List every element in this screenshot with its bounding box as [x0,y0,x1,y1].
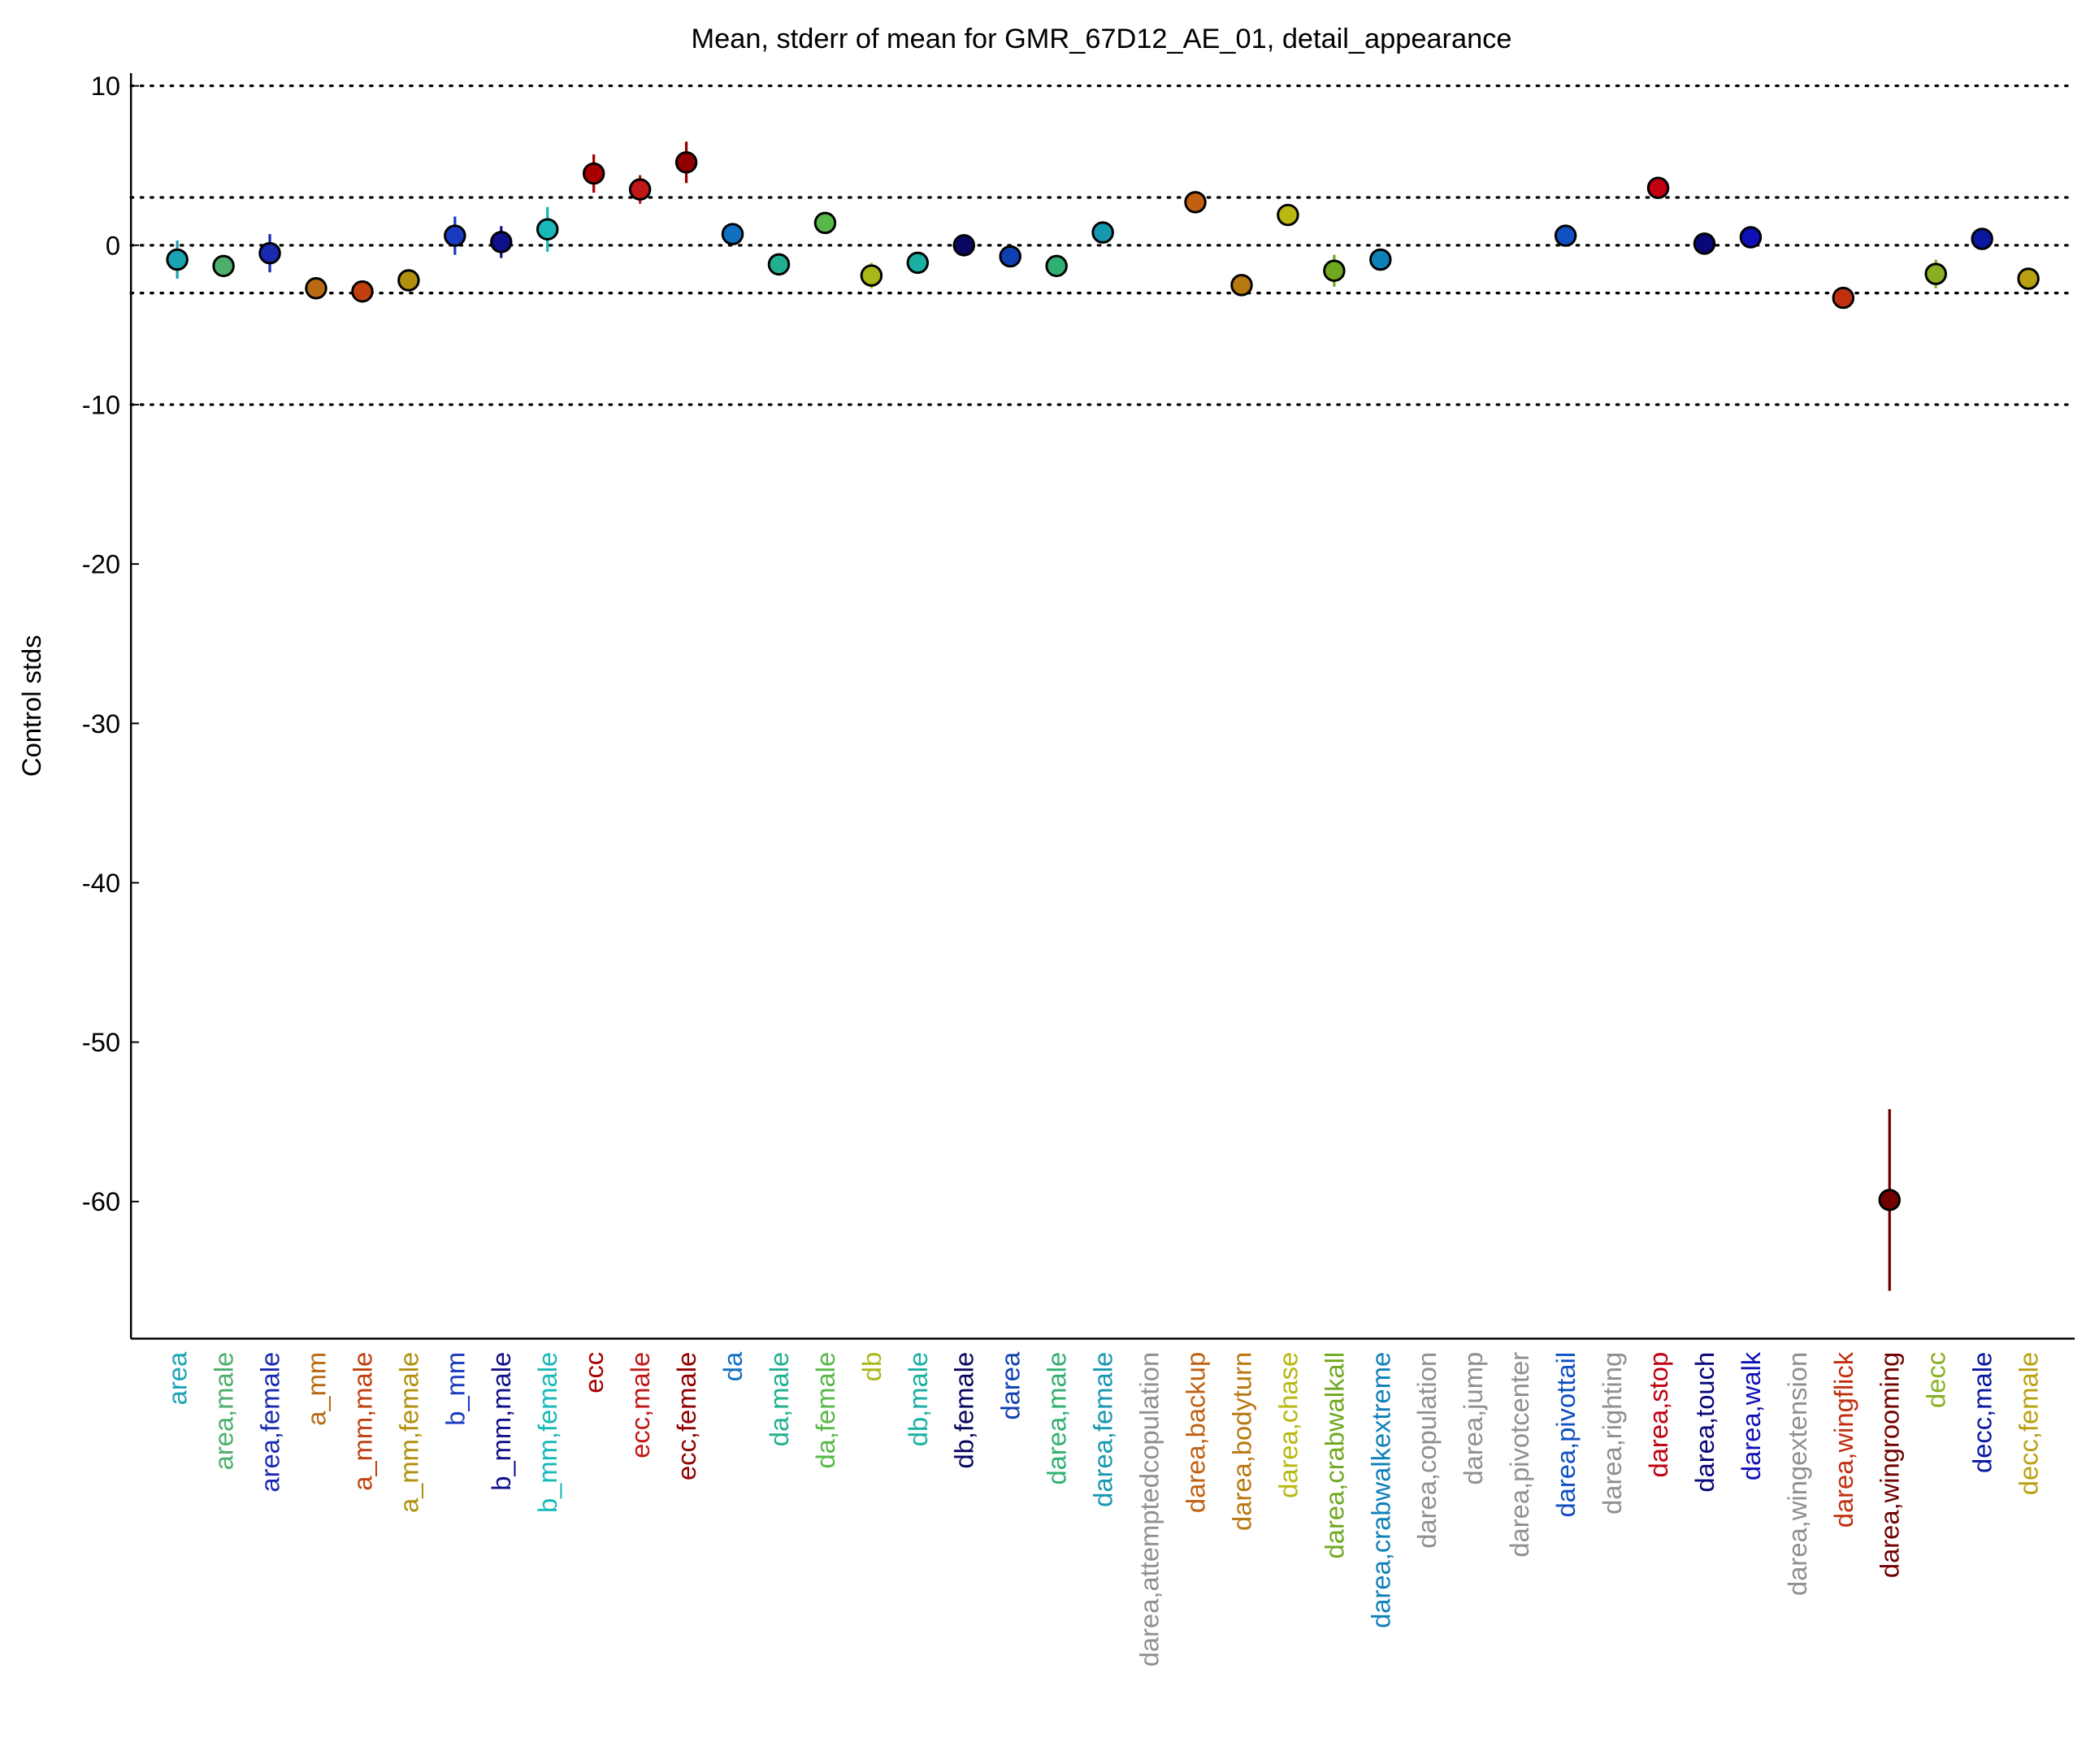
mean-marker [1184,191,1207,214]
chart-title: Mean, stderr of mean for GMR_67D12_AE_01… [692,24,1512,54]
x-tick-label: darea [995,1351,1026,1419]
y-axis-label: Control stds [16,635,46,777]
y-tick-label: -50 [82,1027,120,1057]
x-tick-label: db [857,1352,887,1381]
mean-marker [813,211,837,235]
mean-marker [1230,274,1253,297]
mean-marker [952,234,976,257]
mean-marker [721,223,744,245]
mean-marker [166,248,189,271]
x-tick-label: darea,wingextension [1782,1352,1812,1596]
x-tick-label: darea,pivotcenter [1504,1352,1534,1558]
x-tick-label: darea,crabwalkextreme [1365,1352,1395,1628]
x-tick-label: decc,male [1967,1352,1997,1473]
mean-marker [1878,1189,1901,1211]
x-tick-label: darea,wingrooming [1875,1352,1905,1578]
x-tick-label: ecc [579,1352,609,1393]
x-tick-label: da,male [764,1352,794,1446]
x-tick-label: da,female [810,1352,840,1469]
x-tick-label: darea,bodyturn [1226,1352,1256,1531]
x-tick-label: darea,backup [1180,1352,1210,1513]
mean-marker [906,251,930,275]
x-tick-label: a_mm,female [393,1352,423,1513]
x-tick-label: darea,walk [1736,1351,1766,1480]
x-tick-label: b_mm,female [532,1352,562,1513]
x-tick-label: darea,crabwalkall [1319,1352,1349,1559]
x-tick-label: decc,female [2014,1352,2044,1495]
mean-marker [1045,254,1068,278]
x-tick-label: darea,male [1042,1352,1072,1485]
y-tick-label: -10 [82,389,120,419]
mean-marker [1971,228,1993,250]
x-tick-label: b_mm [440,1352,470,1426]
mean-marker [767,253,791,276]
mean-marker [1277,203,1299,227]
x-tick-label: ecc,female [671,1352,701,1480]
x-tick-label: darea,touch [1689,1352,1720,1493]
mean-marker [674,151,698,174]
y-tick-label: 10 [91,71,120,101]
mean-marker [444,224,466,247]
x-tick-label: darea,stop [1643,1352,1673,1478]
mean-marker [212,254,235,278]
x-tick-label: area,male [209,1352,239,1471]
mean-marker [351,280,374,303]
mean-marker [490,231,513,254]
mean-marker [1091,221,1114,244]
y-tick-label: -30 [82,709,120,739]
x-tick-label: darea,female [1088,1352,1118,1507]
y-tick-label: -40 [82,868,120,898]
mean-marker [860,264,883,287]
x-tick-label: darea,pivottail [1550,1352,1581,1518]
x-tick-label: b_mm,male [486,1352,516,1491]
x-tick-label: db,female [949,1352,979,1469]
x-tick-label: da [718,1351,748,1381]
y-tick-label: 0 [106,230,120,260]
mean-marker [999,245,1021,268]
x-tick-label: a_mm [301,1352,331,1426]
y-tick-label: -20 [82,549,120,579]
x-tick-label: decc [1921,1352,1951,1408]
mean-marker [305,277,327,300]
x-tick-label: db,male [903,1352,933,1446]
x-tick-label: darea,jump [1458,1352,1488,1485]
mean-marker [1739,226,1763,249]
mean-marker [258,241,281,265]
mean-marker [1369,248,1392,271]
x-tick-label: area,female [254,1352,284,1493]
mean-marker [2017,267,2040,290]
mean-marker [1646,176,1670,199]
x-tick-label: area [163,1351,193,1405]
x-tick-label: ecc,male [625,1352,655,1458]
mean-marker [536,218,559,241]
mean-marker [1323,259,1346,282]
x-tick-label: darea,copulation [1412,1352,1442,1549]
x-tick-label: darea,wingflick [1828,1351,1858,1528]
x-tick-label: a_mm,male [347,1352,377,1491]
mean-marker [1832,286,1855,310]
mean-marker [582,162,605,185]
mean-marker [397,269,420,292]
x-tick-label: darea,attemptedcopulation [1134,1352,1164,1666]
mean-marker [628,178,652,201]
mean-marker [1554,224,1577,247]
y-tick-label: -60 [82,1186,120,1216]
x-tick-label: darea,chase [1273,1352,1303,1498]
x-tick-label: darea,righting [1597,1352,1627,1515]
mean-marker [1924,262,1947,285]
mean-marker [1693,232,1716,255]
